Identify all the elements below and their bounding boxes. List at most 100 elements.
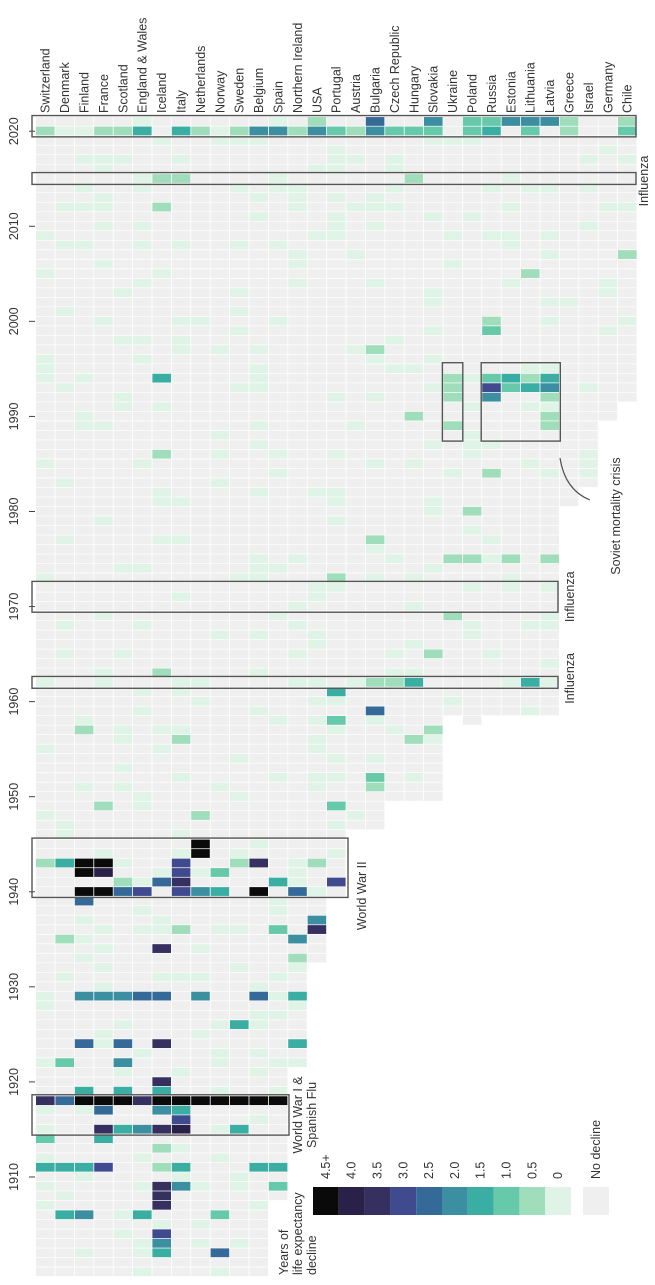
heatmap-cell	[443, 687, 462, 697]
heatmap-cell	[152, 259, 171, 269]
heatmap-cell	[268, 136, 288, 145]
heatmap-cell	[307, 725, 327, 735]
heatmap-cell	[346, 440, 365, 450]
heatmap-cell	[55, 1267, 74, 1277]
heatmap-cell	[94, 1162, 113, 1172]
heatmap-cell	[365, 820, 385, 830]
heatmap-cell	[210, 649, 230, 659]
heatmap-cell	[462, 544, 482, 554]
heatmap-cell	[249, 1105, 268, 1115]
heatmap-cell	[113, 706, 133, 716]
heatmap-cell	[230, 1058, 249, 1068]
heatmap-cell	[36, 1010, 55, 1020]
heatmap-cell	[559, 117, 579, 126]
heatmap-cell	[230, 212, 249, 221]
heatmap-cell	[152, 468, 171, 478]
heatmap-cell	[152, 687, 171, 697]
heatmap-cell	[36, 1096, 55, 1106]
heatmap-cell	[94, 345, 113, 355]
heatmap-cell	[385, 649, 404, 659]
heatmap-cell	[94, 1029, 113, 1039]
heatmap-cell	[55, 1010, 74, 1020]
heatmap-cell	[424, 240, 443, 250]
heatmap-cell	[74, 250, 94, 259]
heatmap-cell	[55, 677, 74, 687]
heatmap-cell	[113, 982, 133, 991]
heatmap-cell	[171, 345, 191, 355]
country-label: Austria	[349, 74, 363, 113]
heatmap-cell	[268, 925, 288, 934]
heatmap-cell	[404, 649, 424, 659]
heatmap-cell	[521, 668, 540, 678]
heatmap-cell	[36, 725, 55, 735]
heatmap-cell	[94, 259, 113, 269]
heatmap-cell	[55, 269, 74, 278]
annotation-box	[31, 114, 637, 138]
heatmap-cell	[152, 383, 171, 393]
heatmap-cell	[36, 582, 55, 592]
heatmap-cell	[288, 202, 307, 212]
heatmap-cell	[191, 126, 210, 136]
heatmap-cell	[307, 231, 327, 240]
heatmap-cell	[501, 478, 521, 488]
heatmap-cell	[346, 782, 365, 792]
heatmap-cell	[268, 117, 288, 126]
heatmap-cell	[152, 582, 171, 592]
heatmap-cell	[171, 1134, 191, 1144]
heatmap-cell	[36, 668, 55, 678]
heatmap-cell	[307, 582, 327, 592]
heatmap-cell	[288, 392, 307, 402]
heatmap-cell	[501, 269, 521, 278]
heatmap-cell	[230, 792, 249, 801]
heatmap-cell	[230, 1039, 249, 1049]
heatmap-cell	[94, 278, 113, 288]
heatmap-cell	[94, 155, 113, 164]
heatmap-cell	[171, 1067, 191, 1077]
heatmap-cell	[36, 839, 55, 849]
heatmap-cell	[171, 449, 191, 459]
heatmap-cell	[55, 963, 74, 972]
heatmap-cell	[36, 830, 55, 839]
heatmap-cell	[94, 297, 113, 307]
heatmap-cell	[365, 544, 385, 554]
heatmap-cell	[230, 706, 249, 716]
heatmap-cell	[36, 383, 55, 393]
heatmap-cell	[171, 601, 191, 611]
heatmap-cell	[249, 639, 268, 649]
heatmap-cell	[113, 744, 133, 754]
heatmap-cell	[482, 297, 501, 307]
heatmap-cell	[540, 259, 559, 269]
heatmap-cell	[36, 982, 55, 991]
heatmap-cell	[94, 1248, 113, 1258]
heatmap-cell	[210, 915, 230, 925]
heatmap-cell	[462, 421, 482, 431]
country-label: Iceland	[155, 73, 169, 113]
heatmap-cell	[94, 421, 113, 431]
heatmap-cell	[346, 297, 365, 307]
heatmap-cell	[346, 792, 365, 801]
heatmap-cell	[521, 554, 540, 564]
heatmap-cell	[249, 164, 268, 174]
heatmap-cell	[501, 240, 521, 250]
heatmap-cell	[288, 925, 307, 934]
heatmap-cell	[210, 1153, 230, 1163]
heatmap-cell	[210, 288, 230, 297]
heatmap-cell	[210, 240, 230, 250]
heatmap-cell	[327, 706, 346, 716]
heatmap-cell	[74, 858, 94, 868]
heatmap-cell	[36, 354, 55, 364]
heatmap-cell	[327, 725, 346, 735]
heatmap-cell	[133, 887, 152, 896]
heatmap-cell	[74, 459, 94, 469]
heatmap-cell	[385, 544, 404, 554]
heatmap-cell	[540, 411, 559, 421]
heatmap-cell	[559, 487, 579, 497]
heatmap-cell	[385, 535, 404, 545]
heatmap-cell	[424, 126, 443, 136]
heatmap-cell	[559, 449, 579, 459]
heatmap-cell	[521, 117, 540, 126]
heatmap-cell	[559, 221, 579, 231]
heatmap-cell	[55, 715, 74, 725]
heatmap-cell	[482, 373, 501, 383]
country-label: Estonia	[504, 71, 518, 113]
